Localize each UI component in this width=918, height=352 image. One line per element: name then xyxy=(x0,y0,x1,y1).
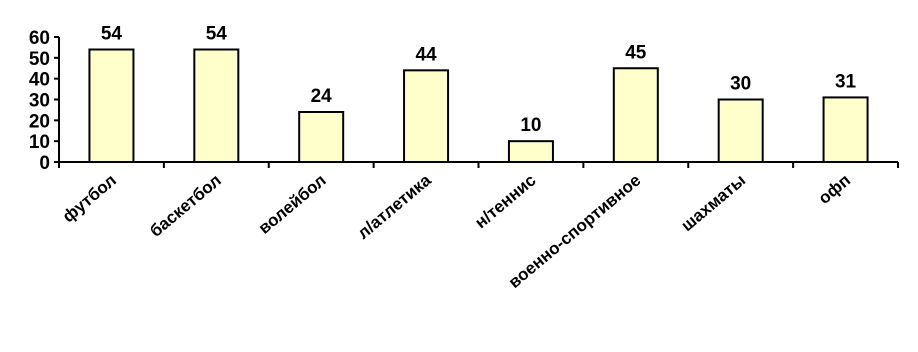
y-tick-label: 30 xyxy=(29,91,50,112)
bar xyxy=(298,111,345,163)
bars: 54 54 24 44 10 45 30 31 xyxy=(88,24,869,164)
bar xyxy=(403,69,450,163)
category-label: н/теннис xyxy=(471,171,539,233)
data-label: 45 xyxy=(625,42,647,63)
bar xyxy=(507,140,554,164)
category-label: баскетбол xyxy=(146,171,225,241)
y-tick-label: 20 xyxy=(29,111,50,132)
x-axis: футбол баскетбол волейбол л/атлетика н/тенни… xyxy=(58,161,899,292)
data-label: 30 xyxy=(730,74,751,95)
data-label: 54 xyxy=(206,24,228,45)
data-label: 31 xyxy=(835,71,857,92)
category-label: офп xyxy=(815,171,854,208)
data-label: 24 xyxy=(311,86,333,107)
data-label: 54 xyxy=(101,24,123,45)
y-tick-label: 0 xyxy=(39,153,50,174)
data-label: 10 xyxy=(520,115,541,136)
y-tick-label: 10 xyxy=(29,132,50,153)
bar xyxy=(88,48,135,163)
category-label: волейбол xyxy=(255,171,330,238)
y-tick-label: 60 xyxy=(29,28,50,49)
data-label: 44 xyxy=(415,44,437,65)
bar xyxy=(612,67,659,163)
y-tick-label: 50 xyxy=(29,49,50,70)
bar xyxy=(193,48,240,163)
bar xyxy=(717,98,764,163)
category-label: л/атлетика xyxy=(354,170,435,243)
y-tick-label: 40 xyxy=(29,70,50,91)
category-label: шахматы xyxy=(677,171,749,236)
bar xyxy=(822,96,869,163)
category-label: футбол xyxy=(59,171,120,227)
